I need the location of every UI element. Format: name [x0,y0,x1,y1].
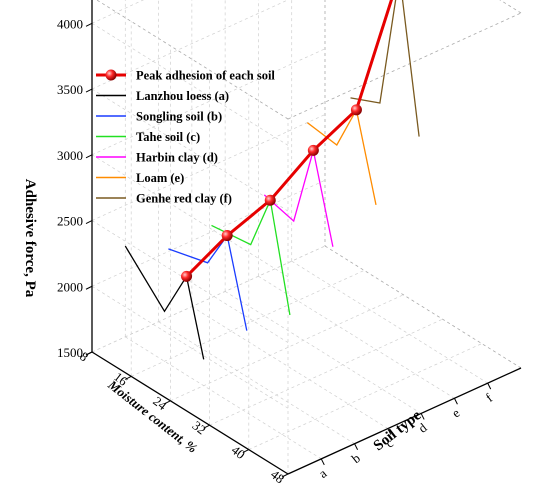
z-tick [85,220,93,224]
grid-line [291,260,488,384]
grid-line [91,154,289,278]
x-tick [203,424,210,429]
x-axis-label: Moisture content, % [105,376,201,455]
grid-line [91,285,289,409]
legend-label: Lanzhou loess (a) [136,89,229,103]
legend-label: Peak adhesion of each soil [136,69,275,83]
box-edge [499,0,522,14]
grid-line [125,336,322,460]
series-line-a [124,245,205,360]
y-tick-label: b [349,450,363,466]
y-tick [354,443,359,450]
y-axis [287,367,522,475]
y-tick [387,428,392,435]
series-line-d [263,150,334,247]
series-line-f [350,0,420,137]
z-tick [85,88,93,93]
legend: Peak adhesion of each soil Lanzhou loess … [96,69,275,206]
box-edge [324,245,522,369]
box-edge [96,0,289,120]
grid-line [91,48,326,156]
z-tick-label: 4000 [57,16,83,31]
grid-line [248,343,482,450]
grid-line [209,318,443,426]
x-axis [91,351,289,475]
grid-line [91,0,145,24]
grid-line [224,291,422,414]
peak-marker-a [181,270,193,282]
grid-line [91,245,326,353]
x-tick-label: 32 [190,418,209,438]
y-tick [487,382,492,390]
peak-line [185,0,393,278]
peak-series [181,0,393,282]
legend-label: Harbin clay (d) [136,151,218,165]
x-tick-label: 40 [229,442,248,462]
grid-line [258,275,455,399]
legend-label: Loam (e) [136,171,184,185]
legend-label: Genhe red clay (f) [136,192,232,206]
series-lines [124,0,420,360]
x-tick [242,449,250,454]
grid-line [91,22,289,146]
axes [91,0,522,475]
grid-line [191,306,389,429]
y-tick-label: a [316,465,330,481]
y-axis-label: Soil type [371,407,425,454]
x-tick [164,400,171,405]
y-tick [453,398,458,405]
grid-line [170,294,404,402]
z-tick [85,22,93,27]
legend-label: Tahe soil (c) [136,130,200,144]
series-line-e [307,107,377,206]
y-tick-label: e [449,405,463,421]
x-tick [124,375,132,380]
grid-line [91,114,326,221]
peak-marker-d [307,144,319,156]
z-tick [85,285,93,290]
peak-marker-e [350,104,362,116]
y-tick [420,413,425,420]
z-tick-label: 3500 [57,82,83,97]
legend-marker [105,69,117,81]
grid [91,0,522,475]
grid-line [91,220,289,343]
z-tick-label: 2000 [57,279,83,294]
y-tick-label: f [483,390,496,405]
z-tick-label: 2500 [57,214,83,229]
z-axis-label: Adhesive force, Pa [22,179,38,298]
x-tick-label: 48 [268,467,287,487]
grid-line [91,88,289,212]
peak-marker-b [221,230,233,242]
box-edge [287,12,522,120]
z-tick-label: 3000 [57,148,83,163]
grid-line [91,0,289,90]
grid-line [158,321,355,445]
z-tick-label: 1500 [57,345,83,360]
x-tick [85,351,93,356]
series-line-b [168,234,248,331]
y-tick [320,458,325,466]
peak-marker-c [264,194,276,206]
z-tick [85,154,93,159]
x-tick [281,473,289,478]
grid-line [131,270,365,377]
legend-label: Songling soil (b) [136,110,222,124]
grid-line [91,179,326,287]
